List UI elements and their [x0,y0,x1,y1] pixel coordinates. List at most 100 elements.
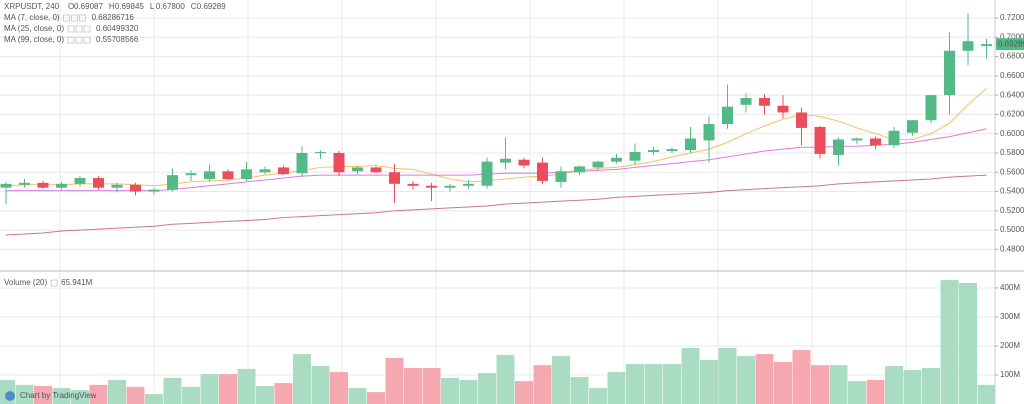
ohlc-key: C [191,2,197,11]
volume-bar [293,354,311,404]
volume-bar [811,365,829,404]
time-grid [59,0,907,404]
volume-value: 65.941M [61,278,92,287]
volume-bar [15,384,34,404]
legend-icon [79,14,86,22]
volume-bar [274,383,293,404]
volume-bar [552,355,570,404]
volume-bar [533,365,552,404]
volume-bar [644,363,663,404]
volume-bar [681,348,700,404]
ohlc-key: H [109,2,115,11]
candle-body [0,183,12,188]
candle-body [37,182,49,188]
candle-body [777,105,789,113]
volume-bar [885,365,903,404]
legend-icon [83,36,91,44]
legend-value: 0.55708566 [96,35,139,44]
candle-body [537,162,548,181]
volume-bar [52,388,71,404]
volume-title: Volume (20) [4,278,47,287]
candle-body [56,183,67,188]
candle-body [592,161,604,168]
last-price-box [996,38,1024,51]
volume-bar [182,386,200,404]
volume-bar [145,394,163,404]
candle-body [574,166,585,173]
candle-body [370,167,382,173]
candle-body [19,182,30,185]
volume-bar [404,368,422,404]
volume-bar [903,370,922,404]
candle-body [833,139,844,155]
legend-icon [71,14,78,22]
candle-body [352,167,363,172]
candle-body [962,41,974,51]
candle-body [500,158,511,163]
last-price-label: 0.69289 [998,39,1024,48]
volume-bar [496,354,515,404]
ohlc-value: 0.69289 [197,2,226,11]
y-tick-label: 100M [1000,370,1020,379]
y-tick-label: 200M [1000,341,1020,350]
ohlc-value: 0.67800 [156,2,185,11]
candle-body [278,167,289,175]
volume-bar [459,379,478,404]
candle-body [315,152,326,154]
volume-bar [478,372,496,404]
volume-bar [311,365,330,404]
volume-bar [89,384,108,404]
legend-icon [63,14,70,22]
footer: Chart by TradingView [20,391,97,400]
candle-body [629,152,641,161]
volume-bar [718,348,737,404]
ohlc-key: L [150,2,155,11]
y-tick-label: 300M [1000,312,1020,321]
candle-body [185,173,197,176]
volume-bar [774,361,792,404]
volume-bar [422,368,441,404]
legend-icon [67,25,75,33]
ohlc-value: 0.69845 [115,2,144,11]
candle-body [74,178,86,184]
candle-body [259,169,271,173]
ohlc-value: 0.69087 [74,2,103,11]
legend-icon [83,25,91,33]
moving-average-line [5,174,987,236]
legend-value: 0.60499320 [96,24,139,33]
legend-name: MA (7, close, 0) [4,13,60,22]
candle-body [148,189,160,192]
volume-bar [256,386,274,404]
candle-body [870,138,881,146]
candle-body [481,161,493,186]
volume-bar [607,372,626,404]
candle-body [907,120,918,133]
volume-bar [922,368,940,404]
volume-bar [570,377,589,404]
legend-icon [50,279,58,287]
volume-bar [200,374,219,404]
candle-body [93,178,104,188]
candle-body [130,184,141,192]
candle-body [463,183,474,186]
ohlc-key: O [68,2,74,11]
candle-body [759,98,770,106]
candle-body [666,149,678,152]
candle-body [241,169,252,180]
volume-bar [163,377,182,404]
volume-bar [700,359,718,404]
candle-body [426,185,437,188]
candle-body [888,130,900,146]
volume-bar [34,386,52,404]
